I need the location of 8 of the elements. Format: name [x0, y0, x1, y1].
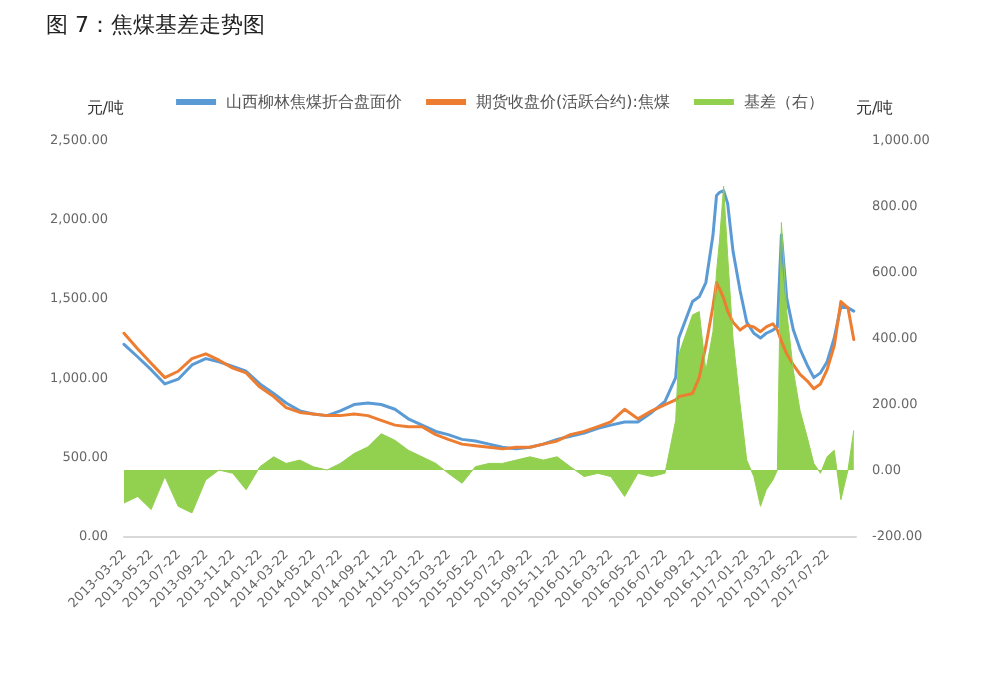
line-series: [122, 189, 856, 451]
line-series: [122, 281, 856, 451]
legend-label: 期货收盘价(活跃合约):焦煤: [476, 93, 670, 111]
chart-title: 图 7：焦煤基差走势图: [46, 12, 265, 38]
legend-label: 基差（右）: [743, 93, 824, 111]
legend-label: 山西柳林焦煤折合盘面价: [226, 93, 403, 111]
y-axis-title: 元/吨: [86, 99, 124, 117]
y2-axis-title: 元/吨: [856, 99, 894, 117]
